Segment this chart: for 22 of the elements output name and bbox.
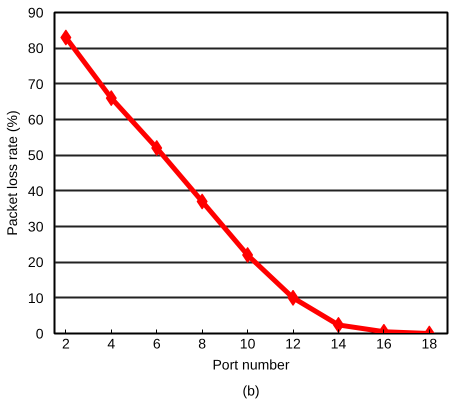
y-tick-label: 0 xyxy=(36,326,44,342)
text: (b) xyxy=(242,382,260,398)
x-tick-label: 4 xyxy=(107,336,116,352)
x-tick-label: 16 xyxy=(376,336,392,352)
y-tick-label: 80 xyxy=(28,40,44,56)
x-tick-label: 14 xyxy=(330,336,346,352)
x-tick-label: 8 xyxy=(198,336,206,352)
y-tick-label: 70 xyxy=(28,76,44,92)
x-tick-label: 10 xyxy=(240,336,256,352)
x-tick-label: 12 xyxy=(285,336,302,352)
y-tick-label: 90 xyxy=(28,4,44,20)
y-axis-title: Packet loss rate (%) xyxy=(4,110,20,236)
y-tick-label: 60 xyxy=(28,112,44,128)
y-tick-label: 30 xyxy=(28,218,44,234)
y-tick-label: 50 xyxy=(28,147,44,164)
x-tick-label: 18 xyxy=(422,336,438,352)
x-axis-title: Port number xyxy=(212,356,290,372)
x-tick-label: 6 xyxy=(152,336,161,352)
y-tick-label: 20 xyxy=(28,254,44,270)
x-tick-label: 2 xyxy=(62,336,70,352)
y-tick-label: 40 xyxy=(28,182,44,199)
y-tick-label: 10 xyxy=(28,290,44,306)
